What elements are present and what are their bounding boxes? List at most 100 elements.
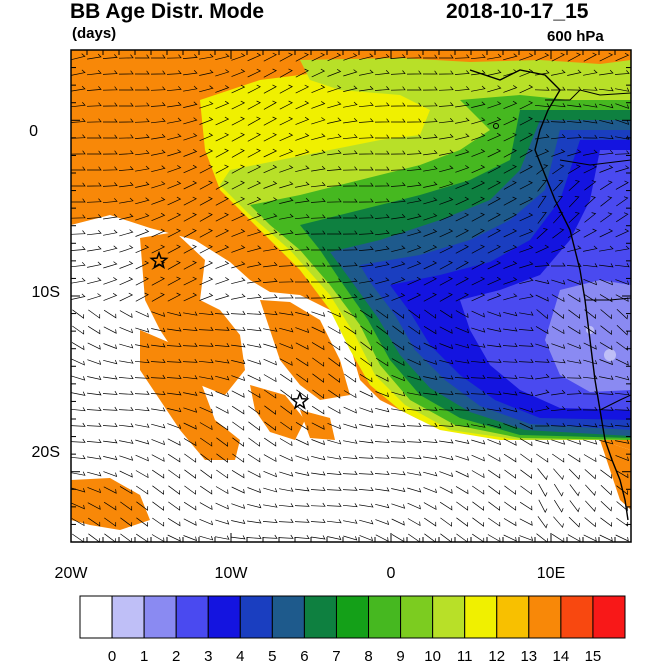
wind-barb xyxy=(600,196,613,207)
wind-barb xyxy=(71,407,86,412)
wind-barb xyxy=(551,52,565,62)
wind-barb xyxy=(599,375,614,380)
wind-barb xyxy=(152,469,165,479)
wind-barb xyxy=(439,439,454,444)
wind-barb xyxy=(152,517,165,527)
wind-barb xyxy=(151,228,166,238)
wind-barb xyxy=(279,327,294,333)
wind-barb xyxy=(343,198,358,203)
wind-barb xyxy=(326,198,342,203)
wind-barb xyxy=(87,342,101,350)
wind-barb xyxy=(503,423,518,429)
wind-barb xyxy=(358,198,374,203)
wind-barb xyxy=(567,359,582,364)
wind-barb xyxy=(390,150,406,155)
wind-barb xyxy=(279,343,294,350)
wind-barb xyxy=(151,149,166,156)
wind-barb xyxy=(552,164,565,175)
wind-barb xyxy=(487,164,501,174)
wind-barb xyxy=(102,182,118,187)
wind-barb xyxy=(598,87,614,92)
wind-barb xyxy=(519,245,534,253)
wind-barb xyxy=(519,116,533,126)
wind-barb xyxy=(135,165,150,172)
wind-barb xyxy=(550,103,566,108)
wind-barb xyxy=(216,437,229,447)
wind-barb xyxy=(327,310,341,318)
wind-barb xyxy=(215,69,230,77)
wind-barb xyxy=(599,103,614,109)
wind-barb xyxy=(167,292,181,302)
colorbar-label-9: 9 xyxy=(396,648,404,665)
wind-barb xyxy=(567,439,582,445)
wind-barb xyxy=(566,406,582,411)
wind-barb xyxy=(519,132,533,142)
wind-barb xyxy=(407,518,421,527)
wind-barb xyxy=(599,439,614,445)
wind-barb xyxy=(582,134,598,139)
wind-barb xyxy=(118,150,134,155)
wind-barb xyxy=(535,52,550,62)
wind-barb xyxy=(294,518,310,523)
wind-barb xyxy=(311,101,326,109)
wind-barb xyxy=(311,262,326,267)
wind-barb xyxy=(136,485,149,495)
wind-barb xyxy=(391,213,406,220)
wind-barb xyxy=(375,150,390,155)
colorbar-swatch-12 xyxy=(464,595,498,639)
colorbar-label-0: 0 xyxy=(108,648,116,665)
wind-barb xyxy=(326,166,342,171)
wind-barb xyxy=(327,149,342,156)
colorbar-label-15: 15 xyxy=(585,648,602,665)
wind-barb xyxy=(167,327,182,332)
wind-barb xyxy=(183,228,197,238)
wind-barb xyxy=(150,86,166,91)
wind-barb xyxy=(599,69,614,76)
wind-barb xyxy=(87,53,102,60)
wind-barb xyxy=(551,262,566,267)
wind-barb xyxy=(390,454,406,459)
wind-barb xyxy=(294,230,310,235)
wind-barb xyxy=(214,326,230,331)
wind-barb xyxy=(183,164,198,174)
wind-barb xyxy=(598,423,614,428)
wind-barb xyxy=(454,423,470,428)
wind-barb xyxy=(343,439,358,444)
wind-barb xyxy=(343,117,358,124)
wind-barb xyxy=(615,279,630,285)
wind-barb xyxy=(391,374,406,382)
wind-barb xyxy=(200,453,213,463)
wind-barb xyxy=(326,262,342,267)
wind-barb xyxy=(103,118,118,123)
wind-barb xyxy=(470,390,486,395)
wind-barb xyxy=(375,293,390,301)
wind-barb xyxy=(295,327,310,333)
wind-barb xyxy=(102,54,118,59)
wind-barb xyxy=(87,150,102,155)
wind-barb xyxy=(183,260,197,270)
wind-barb xyxy=(583,359,598,365)
wind-barb xyxy=(151,439,166,446)
wind-barb xyxy=(247,503,262,509)
wind-barb xyxy=(279,358,293,366)
wind-barb xyxy=(311,405,325,415)
x-tick-10e: 10E xyxy=(537,565,565,582)
wind-barb xyxy=(86,230,102,236)
wind-barb xyxy=(231,180,245,190)
colorbar-label-4: 4 xyxy=(236,648,244,665)
wind-barb xyxy=(86,422,102,427)
wind-barb xyxy=(278,518,294,523)
wind-barb xyxy=(439,244,454,254)
wind-barb xyxy=(616,324,628,336)
wind-barb xyxy=(583,534,597,542)
wind-barb xyxy=(600,469,613,479)
wind-barb xyxy=(295,133,310,141)
pressure-level: 600 hPa xyxy=(547,28,604,45)
wind-barb xyxy=(87,455,102,460)
wind-barb xyxy=(182,54,198,59)
wind-barb xyxy=(135,70,150,75)
wind-barb xyxy=(407,261,422,269)
wind-barb xyxy=(439,181,454,189)
wind-barb xyxy=(200,437,213,447)
wind-barb xyxy=(86,198,102,203)
